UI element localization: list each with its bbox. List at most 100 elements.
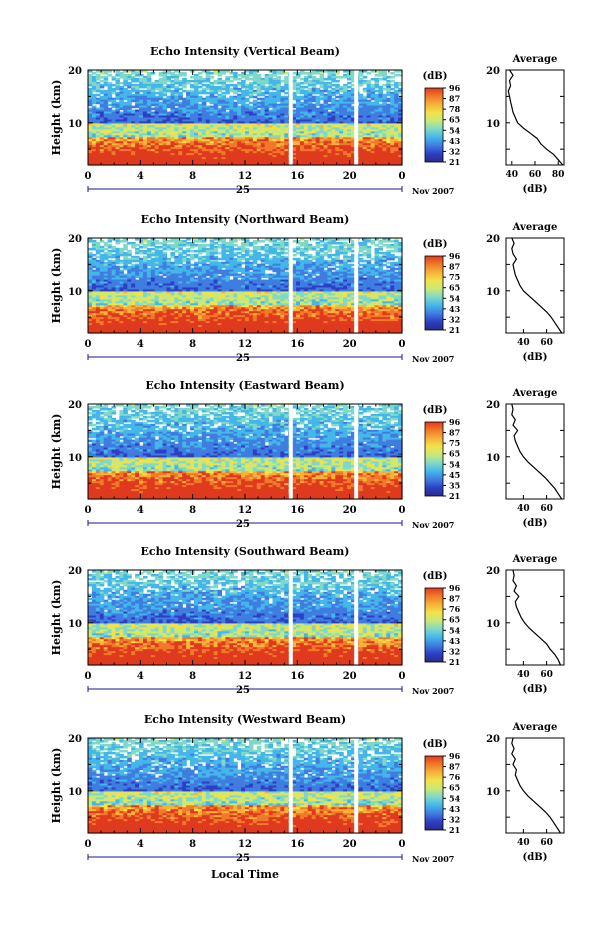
profile-x-tick: 80 xyxy=(552,170,565,180)
colorbar-tick: 43 xyxy=(449,636,461,646)
x-tick-label: 20 xyxy=(343,671,357,682)
average-profile: Average 10 20 40 60 (dB) xyxy=(486,722,564,863)
colorbar-tick: 96 xyxy=(449,417,461,427)
profile-line xyxy=(512,738,561,833)
date-label: Nov 2007 xyxy=(412,186,454,196)
date-label: Nov 2007 xyxy=(412,686,454,696)
y-axis-label: Height (km) xyxy=(50,248,63,324)
panel-2: Echo Intensity (Northward Beam) 10 20 Heigh… xyxy=(50,213,564,364)
colorbar-tick: 54 xyxy=(449,459,461,469)
colorbar-unit: (dB) xyxy=(423,571,448,582)
x-tick-label: 0 xyxy=(399,671,406,682)
colorbar-tick: 76 xyxy=(449,772,461,782)
y-axis-label: Height (km) xyxy=(50,580,63,656)
profile-y-tick: 10 xyxy=(486,119,500,130)
colorbar-tick: 21 xyxy=(449,491,460,501)
colorbar xyxy=(425,756,443,830)
profile-x-tick: 60 xyxy=(540,838,553,848)
colorbar-tick: 21 xyxy=(449,657,460,667)
panel-title: Echo Intensity (Westward Beam) xyxy=(144,713,346,726)
profile-y-tick: 10 xyxy=(486,787,500,798)
x-tick-label: 0 xyxy=(85,339,92,350)
data-gap xyxy=(354,404,358,499)
y-tick-label: 10 xyxy=(68,787,82,798)
profile-x-label: (dB) xyxy=(523,518,548,529)
panel-1: Echo Intensity (Vertical Beam)1020Height… xyxy=(50,45,564,196)
colorbar-tick: 32 xyxy=(449,314,460,324)
colorbar-tick: 21 xyxy=(449,325,460,335)
profile-y-tick: 10 xyxy=(486,287,500,298)
profile-line xyxy=(512,404,562,499)
colorbar-tick: 65 xyxy=(449,783,460,793)
colorbar xyxy=(425,88,443,162)
colorbar-tick: 76 xyxy=(449,604,461,614)
profile-x-label: (dB) xyxy=(523,352,548,363)
panel-4: Echo Intensity (Southward Beam)1020Heigh… xyxy=(50,545,564,696)
panels: Echo Intensity (Vertical Beam)1020Height… xyxy=(50,45,564,864)
profile-x-tick: 40 xyxy=(517,838,530,848)
panel-5: Echo Intensity (Westward Beam) 10 20 Height… xyxy=(50,713,564,864)
panel-title: Echo Intensity (Southward Beam) xyxy=(141,545,350,558)
profile-title: Average xyxy=(512,722,558,733)
x-tick-label: 4 xyxy=(137,839,144,850)
y-axis-label: Height (km) xyxy=(50,748,63,824)
x-tick-label: 16 xyxy=(290,171,304,182)
colorbar-tick: 32 xyxy=(449,146,460,156)
colorbar-unit: (dB) xyxy=(423,239,448,250)
colorbar xyxy=(425,588,443,662)
colorbar-tick: 87 xyxy=(449,762,460,772)
day-label: 25 xyxy=(236,185,250,196)
profile-y-tick: 20 xyxy=(486,66,500,77)
x-tick-label: 0 xyxy=(399,505,406,516)
colorbar-tick: 87 xyxy=(449,594,460,604)
data-gap xyxy=(289,570,293,665)
profile-x-tick: 60 xyxy=(540,670,553,680)
profile-y-tick: 20 xyxy=(486,400,500,411)
x-tick-label: 4 xyxy=(137,171,144,182)
y-tick-label: 10 xyxy=(68,287,82,298)
x-tick-label: 4 xyxy=(137,505,144,516)
colorbar-tick: 65 xyxy=(449,615,460,625)
profile-line xyxy=(508,70,563,165)
x-tick-label: 0 xyxy=(399,839,406,850)
y-tick-label: 20 xyxy=(68,566,82,577)
colorbar-tick: 75 xyxy=(449,272,460,282)
data-gap xyxy=(289,70,293,165)
x-tick-label: 20 xyxy=(343,171,357,182)
colorbar-tick: 65 xyxy=(449,283,460,293)
colorbar-tick: 32 xyxy=(449,814,460,824)
profile-frame xyxy=(506,738,564,833)
profile-title: Average xyxy=(512,554,558,565)
profile-line xyxy=(513,570,561,665)
x-tick-label: 20 xyxy=(343,839,357,850)
x-tick-label: 20 xyxy=(343,339,357,350)
day-label: 25 xyxy=(236,519,250,530)
day-label: 25 xyxy=(236,685,250,696)
profile-title: Average xyxy=(512,54,558,65)
y-tick-label: 20 xyxy=(68,400,82,411)
colorbar-tick: 21 xyxy=(449,157,460,167)
profile-x-tick: 60 xyxy=(540,338,553,348)
profile-y-tick: 10 xyxy=(486,453,500,464)
day-label: 25 xyxy=(236,853,250,864)
x-tick-label: 12 xyxy=(238,505,252,516)
colorbar-tick: 87 xyxy=(449,428,460,438)
profile-y-tick: 20 xyxy=(486,566,500,577)
x-tick-label: 16 xyxy=(290,505,304,516)
y-axis-label: Height (km) xyxy=(50,414,63,490)
panel-title: Echo Intensity (Northward Beam) xyxy=(141,213,350,226)
colorbar-tick: 96 xyxy=(449,83,461,93)
colorbar xyxy=(425,256,443,330)
profile-y-tick: 20 xyxy=(486,734,500,745)
profile-x-label: (dB) xyxy=(523,852,548,863)
x-tick-label: 0 xyxy=(399,171,406,182)
x-tick-label: 4 xyxy=(137,671,144,682)
colorbar-tick: 87 xyxy=(449,94,460,104)
profile-x-tick: 40 xyxy=(517,504,530,514)
x-tick-label: 0 xyxy=(85,505,92,516)
